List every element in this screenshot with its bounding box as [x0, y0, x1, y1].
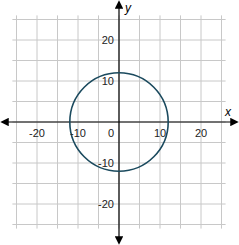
x-tick-label: 20 [195, 127, 207, 139]
chart: -20 -10 0 10 20 -20 -10 10 20 x y [0, 0, 239, 245]
y-axis-label: y [124, 1, 132, 15]
x-tick-label: -20 [29, 127, 45, 139]
x-tick-label: 0 [108, 127, 114, 139]
circle [70, 73, 168, 171]
y-tick-label: 20 [102, 34, 114, 46]
y-tick-label: -10 [98, 157, 114, 169]
data [70, 73, 168, 171]
x-tick-label: -10 [70, 127, 86, 139]
x-tick-label: 10 [154, 127, 166, 139]
y-tick-label: 10 [102, 75, 114, 87]
y-axis [118, 2, 119, 243]
x-axis-label: x [224, 105, 232, 119]
y-tick-label: -20 [98, 198, 114, 210]
